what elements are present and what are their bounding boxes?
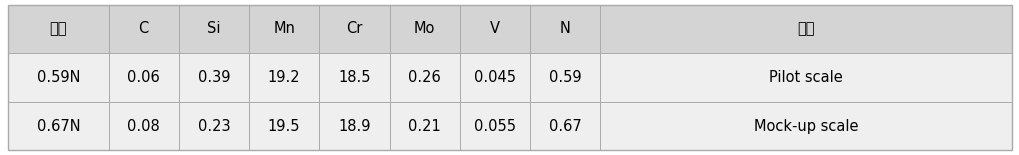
Bar <box>8 102 108 150</box>
Bar <box>460 53 530 102</box>
Text: 18.9: 18.9 <box>338 119 370 134</box>
Text: 19.2: 19.2 <box>268 70 301 85</box>
Text: N: N <box>559 21 570 36</box>
Text: 비고: 비고 <box>797 21 814 36</box>
Bar <box>249 53 319 102</box>
Text: 0.67N: 0.67N <box>37 119 81 134</box>
Text: Si: Si <box>207 21 220 36</box>
Text: 0.59: 0.59 <box>548 70 581 85</box>
Bar <box>8 5 108 53</box>
Text: 0.21: 0.21 <box>408 119 440 134</box>
Text: Cr: Cr <box>345 21 363 36</box>
Bar <box>249 5 319 53</box>
Bar <box>530 102 600 150</box>
Text: 0.23: 0.23 <box>198 119 230 134</box>
Text: 0.08: 0.08 <box>127 119 160 134</box>
Text: 0.06: 0.06 <box>127 70 160 85</box>
Bar <box>530 53 600 102</box>
Text: 0.055: 0.055 <box>474 119 516 134</box>
Bar <box>319 102 389 150</box>
Bar <box>178 53 249 102</box>
Bar <box>600 102 1011 150</box>
Bar <box>8 53 108 102</box>
Bar <box>600 53 1011 102</box>
Bar <box>319 53 389 102</box>
Bar <box>460 5 530 53</box>
Bar <box>178 102 249 150</box>
Bar <box>108 5 178 53</box>
Text: Mo: Mo <box>414 21 435 36</box>
Text: 19.5: 19.5 <box>268 119 301 134</box>
Bar <box>389 5 460 53</box>
Text: 0.67: 0.67 <box>548 119 581 134</box>
Text: Pilot scale: Pilot scale <box>768 70 842 85</box>
Text: 0.26: 0.26 <box>408 70 440 85</box>
Bar <box>530 5 600 53</box>
Text: 0.59N: 0.59N <box>37 70 81 85</box>
Text: 구분: 구분 <box>50 21 67 36</box>
Bar <box>389 53 460 102</box>
Bar <box>389 102 460 150</box>
Text: C: C <box>139 21 149 36</box>
Bar <box>108 53 178 102</box>
Bar <box>108 102 178 150</box>
Bar <box>460 102 530 150</box>
Text: Mock-up scale: Mock-up scale <box>753 119 858 134</box>
Text: 0.045: 0.045 <box>474 70 516 85</box>
Bar <box>600 5 1011 53</box>
Text: V: V <box>489 21 499 36</box>
Bar <box>178 5 249 53</box>
Text: Mn: Mn <box>273 21 294 36</box>
Bar <box>319 5 389 53</box>
Text: 0.39: 0.39 <box>198 70 230 85</box>
Text: 18.5: 18.5 <box>338 70 370 85</box>
Bar <box>249 102 319 150</box>
